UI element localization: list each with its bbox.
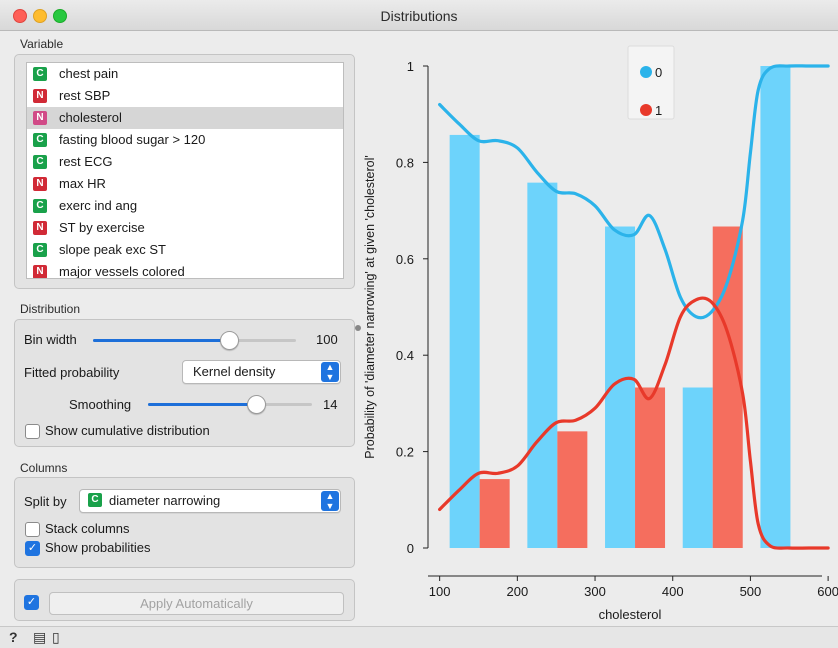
- categorical-badge-icon: C: [33, 155, 47, 169]
- numeric-badge-icon: N: [33, 177, 47, 191]
- numeric-badge-icon: N: [33, 89, 47, 103]
- variable-list-item-label: slope peak exc ST: [59, 242, 166, 257]
- bar-series-1: [479, 479, 510, 548]
- distribution-chart: 0 0.2 0.4 0.6 0.8 1 100 200 300 400 500 600 choleste…: [363, 45, 838, 622]
- variable-list-item-label: max HR: [59, 176, 106, 191]
- variable-list-item-label: chest pain: [59, 66, 119, 81]
- split-by-value: diameter narrowing: [109, 493, 221, 508]
- variable-list-item-label: fasting blood sugar > 120: [59, 132, 206, 147]
- legend-box: [627, 45, 675, 120]
- fitted-probability-value: Kernel density: [193, 364, 276, 379]
- bin-width-slider-handle[interactable]: [220, 331, 239, 350]
- status-bar: ? ▤ ▯: [0, 626, 838, 648]
- x-tick-label: 600: [817, 584, 838, 599]
- legend-marker: [640, 104, 652, 116]
- smoothing-label: Smoothing: [69, 397, 132, 412]
- show-cumulative-label: Show cumulative distribution: [45, 423, 210, 438]
- x-tick-label: 200: [506, 584, 528, 599]
- apply-button[interactable]: Apply Automatically: [49, 592, 344, 615]
- bar-series-0: [449, 134, 480, 548]
- smoothing-slider-handle[interactable]: [247, 395, 266, 414]
- window-minimize-button[interactable]: [33, 9, 47, 23]
- y-tick-label: 0.4: [396, 348, 414, 363]
- window-titlebar: Distributions: [0, 0, 838, 31]
- stack-columns-label: Stack columns: [45, 521, 130, 536]
- fitted-probability-label: Fitted probability: [24, 365, 120, 380]
- y-tick-label: 0.2: [396, 445, 414, 460]
- bar-series-1: [635, 387, 666, 548]
- stack-columns-checkbox[interactable]: [25, 522, 40, 537]
- y-tick-label: 0.8: [396, 155, 414, 170]
- categorical-badge-icon: C: [33, 67, 47, 81]
- legend-label: 0: [655, 65, 662, 80]
- window-title: Distributions: [380, 8, 458, 24]
- splitter-handle[interactable]: [355, 325, 361, 331]
- bar-series-0: [527, 182, 558, 549]
- columns-section-label: Columns: [20, 461, 68, 475]
- numeric-badge-icon: N: [33, 221, 47, 235]
- y-axis-label: Probability of 'diameter narrowing' at g…: [363, 155, 377, 458]
- variable-list-item-label: ST by exercise: [59, 220, 145, 235]
- select-arrows-icon: ▲ ▼: [321, 491, 339, 511]
- variable-list-item[interactable]: N ST by exercise: [27, 217, 343, 239]
- bin-width-value: 100: [316, 332, 338, 347]
- x-axis-label: cholesterol: [599, 607, 662, 622]
- split-by-select[interactable]: C diameter narrowing ▲ ▼: [79, 489, 341, 513]
- bar-series-1: [712, 226, 743, 549]
- x-tick-label: 400: [662, 584, 684, 599]
- smoothing-value: 14: [323, 397, 338, 412]
- variable-list-item-label: rest ECG: [59, 154, 113, 169]
- bin-width-slider-fill: [93, 339, 229, 342]
- select-arrows-icon: ▲ ▼: [321, 362, 339, 382]
- save-icon[interactable]: ▤: [33, 629, 47, 645]
- density-curve-1: [438, 296, 830, 550]
- variable-list-item-label: exerc ind ang: [59, 198, 138, 213]
- variable-list-item-label: major vessels colored: [59, 264, 185, 279]
- bin-width-label: Bin width: [24, 332, 77, 347]
- y-tick-label: 0: [407, 541, 414, 556]
- y-tick-label: 0.6: [396, 252, 414, 267]
- show-probabilities-checkbox[interactable]: ✓: [25, 541, 40, 556]
- legend-marker: [640, 66, 652, 78]
- fitted-probability-select[interactable]: Kernel density ▲ ▼: [182, 360, 341, 384]
- report-icon[interactable]: ▯: [52, 629, 60, 645]
- window-maximize-button[interactable]: [53, 9, 67, 23]
- categorical-badge-icon: C: [33, 199, 47, 213]
- show-probabilities-label: Show probabilities: [45, 540, 151, 555]
- split-by-label: Split by: [24, 494, 67, 509]
- window-close-button[interactable]: [13, 9, 27, 23]
- x-tick-label: 500: [740, 584, 762, 599]
- categorical-badge-icon: C: [33, 133, 47, 147]
- bar-series-0: [760, 66, 791, 548]
- categorical-badge-icon: C: [88, 493, 102, 507]
- apply-automatically-checkbox[interactable]: ✓: [24, 595, 39, 610]
- x-tick-label: 300: [584, 584, 606, 599]
- x-tick-label: 100: [429, 584, 451, 599]
- bar-series-1: [557, 431, 588, 548]
- show-cumulative-checkbox[interactable]: [25, 424, 40, 439]
- numeric-badge-icon: N: [33, 111, 47, 125]
- variable-list-item-label: rest SBP: [59, 88, 111, 103]
- variable-section-label: Variable: [20, 37, 64, 51]
- distribution-section-label: Distribution: [20, 302, 81, 316]
- density-curve-0: [438, 64, 830, 320]
- bar-series-0: [682, 387, 713, 548]
- smoothing-slider-fill: [148, 403, 256, 406]
- y-tick-label: 1: [407, 59, 414, 74]
- numeric-badge-icon: N: [33, 265, 47, 278]
- help-icon[interactable]: ?: [9, 629, 18, 645]
- legend-label: 1: [655, 103, 662, 118]
- categorical-badge-icon: C: [33, 243, 47, 257]
- variable-list-item-label: cholesterol: [59, 110, 122, 125]
